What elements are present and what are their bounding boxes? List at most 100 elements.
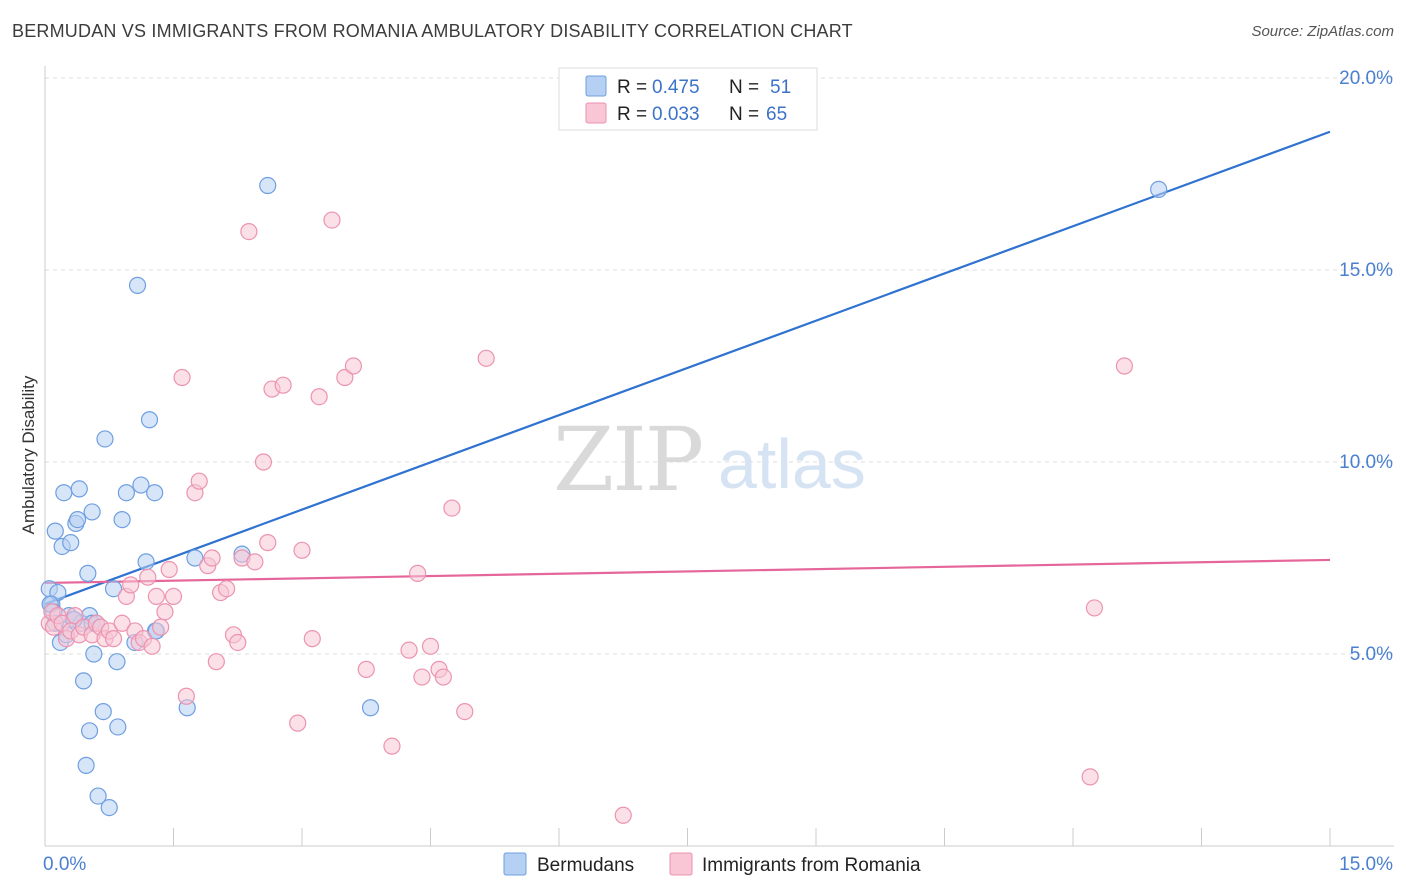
data-point-romania <box>160 560 178 579</box>
data-point-bermudans <box>146 484 164 502</box>
legend-n-label: N = <box>729 104 759 125</box>
data-point-romania <box>203 549 221 567</box>
y-tick-label: 20.0% <box>1339 68 1393 89</box>
data-point-bermudans <box>117 484 135 502</box>
source-label: Source: ZipAtlas.com <box>1251 23 1394 40</box>
data-point-romania <box>246 553 264 571</box>
data-point-romania <box>336 368 354 387</box>
data-point-bermudans <box>108 653 126 671</box>
data-point-bermudans <box>361 699 380 717</box>
data-point-bermudans <box>100 798 118 817</box>
data-point-bermudans <box>1150 180 1168 198</box>
bottom-legend-swatch-romania <box>669 852 693 876</box>
data-point-romania <box>293 541 311 559</box>
data-point-bermudans <box>94 702 112 721</box>
watermark-zip: ZIP <box>553 408 702 511</box>
data-point-romania <box>173 368 191 387</box>
data-point-bermudans <box>80 722 99 740</box>
watermark: ZIP atlas <box>553 408 866 511</box>
legend-box: R = 0.475 N = 51 R = 0.033 N = 65 <box>558 67 818 131</box>
data-point-romania <box>152 618 170 636</box>
data-point-bermudans <box>62 534 80 552</box>
data-point-bermudans <box>96 430 114 448</box>
data-point-bermudans <box>89 787 107 805</box>
legend-r-value: 0.475 <box>652 77 700 98</box>
data-point-romania <box>254 453 273 471</box>
data-point-bermudans <box>109 718 127 736</box>
data-point-romania <box>310 388 328 406</box>
data-point-romania <box>147 587 165 606</box>
data-point-romania <box>229 633 247 652</box>
data-point-romania <box>207 653 225 671</box>
data-point-bermudans <box>46 522 64 540</box>
data-point-romania <box>289 714 307 732</box>
data-point-romania <box>139 568 157 586</box>
data-point-romania <box>323 211 341 229</box>
data-point-romania <box>259 534 277 552</box>
data-point-romania <box>218 580 236 598</box>
data-point-romania <box>400 641 418 659</box>
bottom-legend-label-bermudans: Bermudans <box>537 855 634 876</box>
bottom-legend: Bermudans Immigrants from Romania <box>503 852 921 876</box>
tick-labels: 5.0% 10.0% 15.0% 20.0% 0.0% 15.0% <box>43 68 1393 875</box>
legend-n-value: 65 <box>766 104 787 125</box>
data-point-romania <box>122 576 140 594</box>
data-point-bermudans <box>85 645 103 663</box>
data-point-romania <box>456 702 474 721</box>
data-point-bermudans <box>74 672 93 690</box>
bottom-legend-swatch-bermudans <box>503 852 527 876</box>
data-point-romania <box>164 587 183 606</box>
data-point-romania <box>443 499 461 517</box>
trend-lines <box>44 130 1331 606</box>
legend-r-value: 0.033 <box>652 104 700 125</box>
data-point-romania <box>477 349 495 367</box>
data-point-romania <box>113 614 131 632</box>
data-point-bermudans <box>104 580 123 598</box>
data-point-bermudans <box>68 510 87 529</box>
data-point-bermudans <box>79 564 97 582</box>
y-tick-label: 5.0% <box>1350 644 1393 665</box>
y-axis-title: Ambulatory Disability <box>19 375 38 534</box>
legend-swatch-romania <box>585 102 607 124</box>
data-point-romania <box>274 376 292 394</box>
data-point-romania <box>156 603 174 621</box>
chart-title: BERMUDAN VS IMMIGRANTS FROM ROMANIA AMBU… <box>12 21 853 41</box>
data-points <box>40 176 1168 824</box>
data-point-bermudans <box>55 484 73 502</box>
data-point-bermudans <box>140 411 159 429</box>
data-point-romania <box>344 357 362 375</box>
data-point-romania <box>104 630 123 648</box>
data-point-romania <box>421 637 440 655</box>
legend-n-label: N = <box>729 77 759 98</box>
legend-r-label: R = <box>617 104 647 125</box>
axes <box>44 66 1394 847</box>
x-tick-label: 0.0% <box>43 854 86 875</box>
legend-swatch-bermudans <box>585 75 607 97</box>
grid-lines <box>45 77 1394 655</box>
data-point-romania <box>1085 599 1104 617</box>
data-point-romania <box>177 687 195 705</box>
data-point-romania <box>1115 357 1134 375</box>
data-point-bermudans <box>70 480 88 498</box>
data-point-romania <box>614 806 632 824</box>
data-point-bermudans <box>186 549 204 567</box>
data-point-romania <box>434 668 452 686</box>
x-tick-label: 15.0% <box>1339 854 1393 875</box>
data-point-bermudans <box>77 756 95 774</box>
trend-line-romania <box>44 558 1331 585</box>
data-point-romania <box>409 564 427 582</box>
y-tick-label: 10.0% <box>1339 452 1393 473</box>
data-point-bermudans <box>132 476 150 494</box>
legend-n-value: 51 <box>770 77 791 98</box>
data-point-romania <box>303 630 321 648</box>
data-point-romania <box>357 660 375 678</box>
data-point-romania <box>383 737 401 755</box>
data-point-bermudans <box>113 510 131 529</box>
trend-line-bermudans <box>44 130 1331 606</box>
data-point-romania <box>240 223 258 241</box>
watermark-atlas: atlas <box>718 425 866 503</box>
bottom-legend-label-romania: Immigrants from Romania <box>702 855 921 876</box>
data-point-romania <box>143 637 161 655</box>
data-point-bermudans <box>259 176 277 195</box>
